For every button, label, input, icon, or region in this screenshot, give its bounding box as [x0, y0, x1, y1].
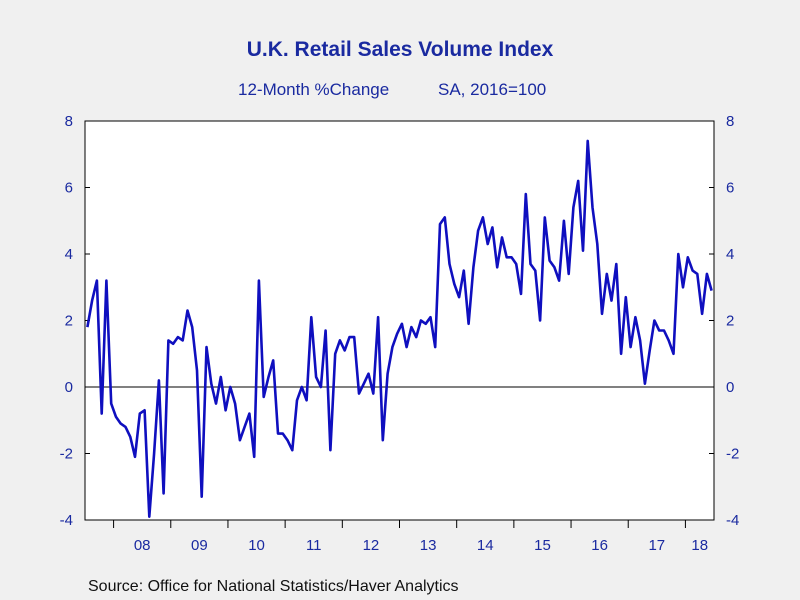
x-tick-label: 13 [420, 537, 437, 554]
x-tick-label: 10 [248, 537, 265, 554]
y-tick-label-right: 4 [726, 246, 734, 263]
y-tick-label-left: 6 [65, 180, 73, 197]
y-tick-label-right: 2 [726, 313, 734, 330]
y-tick-label-right: 0 [726, 379, 734, 396]
series-line [86, 139, 713, 519]
x-tick-label: 08 [134, 537, 151, 554]
y-tick-label-right: 8 [726, 113, 734, 130]
y-tick-label-left: 8 [65, 113, 73, 130]
x-tick-label: 11 [306, 537, 322, 554]
y-tick-label-left: -4 [60, 512, 73, 529]
y-tick-label-left: 2 [65, 313, 73, 330]
y-tick-label-right: 6 [726, 180, 734, 197]
x-tick-label: 12 [363, 537, 380, 554]
x-tick-label: 14 [477, 537, 494, 554]
y-tick-label-left: 4 [65, 246, 73, 263]
y-tick-label-right: -2 [726, 446, 739, 463]
x-tick-label: 15 [534, 537, 551, 554]
x-tick-label: 17 [648, 537, 665, 554]
y-tick-label-right: -4 [726, 512, 739, 529]
x-tick-label: 09 [191, 537, 208, 554]
chart-subtitle-basis: SA, 2016=100 [438, 80, 547, 99]
x-tick-label: 16 [591, 537, 608, 554]
x-tick-label: 18 [691, 537, 708, 554]
y-tick-label-left: -2 [60, 446, 73, 463]
y-tick-label-left: 0 [65, 379, 73, 396]
chart-subtitle-measure: 12-Month %Change [238, 80, 390, 99]
chart-title: U.K. Retail Sales Volume Index [246, 38, 554, 61]
chart-source: Source: Office for National Statistics/H… [88, 578, 459, 595]
